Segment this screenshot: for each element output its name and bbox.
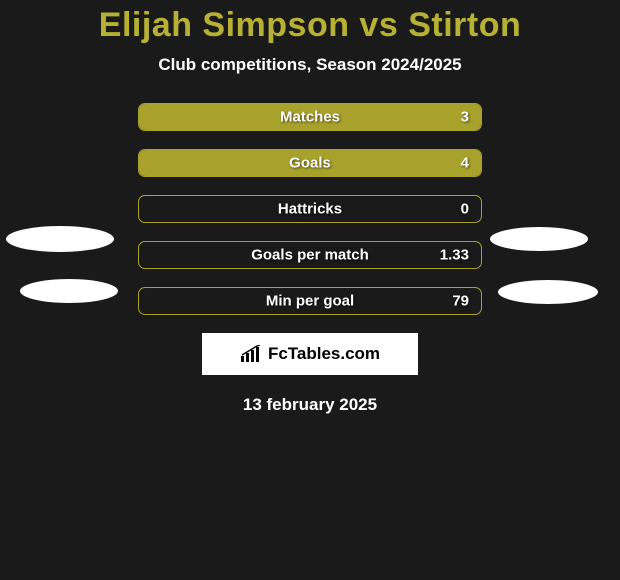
stat-bar-goals: Goals 4	[138, 149, 482, 177]
brand-badge: FcTables.com	[202, 333, 418, 375]
stat-bar-matches: Matches 3	[138, 103, 482, 131]
brand-chart-icon	[240, 345, 262, 363]
stat-label: Goals	[289, 155, 331, 172]
page-title: Elijah Simpson vs Stirton	[0, 6, 620, 45]
stat-label: Min per goal	[266, 293, 354, 310]
stat-label: Hattricks	[278, 201, 342, 218]
stat-value: 3	[461, 109, 469, 126]
date-label: 13 february 2025	[0, 395, 620, 415]
comparison-card: Elijah Simpson vs Stirton Club competiti…	[0, 0, 620, 580]
stat-bar-min-per-goal: Min per goal 79	[138, 287, 482, 315]
stat-bar-goals-per-match: Goals per match 1.33	[138, 241, 482, 269]
player-photo-left-2	[20, 279, 118, 303]
brand-text: FcTables.com	[268, 344, 380, 364]
player-photo-right-2	[498, 280, 598, 304]
stat-value: 0	[461, 201, 469, 218]
subtitle: Club competitions, Season 2024/2025	[0, 55, 620, 75]
stat-value: 1.33	[440, 247, 469, 264]
stat-bar-hattricks: Hattricks 0	[138, 195, 482, 223]
stat-bars: Matches 3 Goals 4 Hattricks 0 Goals per …	[138, 103, 482, 315]
stage: Matches 3 Goals 4 Hattricks 0 Goals per …	[0, 103, 620, 415]
stat-label: Matches	[280, 109, 340, 126]
player-photo-right-1	[490, 227, 588, 251]
stat-label: Goals per match	[251, 247, 369, 264]
stat-value: 79	[452, 293, 469, 310]
stat-value: 4	[461, 155, 469, 172]
player-photo-left-1	[6, 226, 114, 252]
